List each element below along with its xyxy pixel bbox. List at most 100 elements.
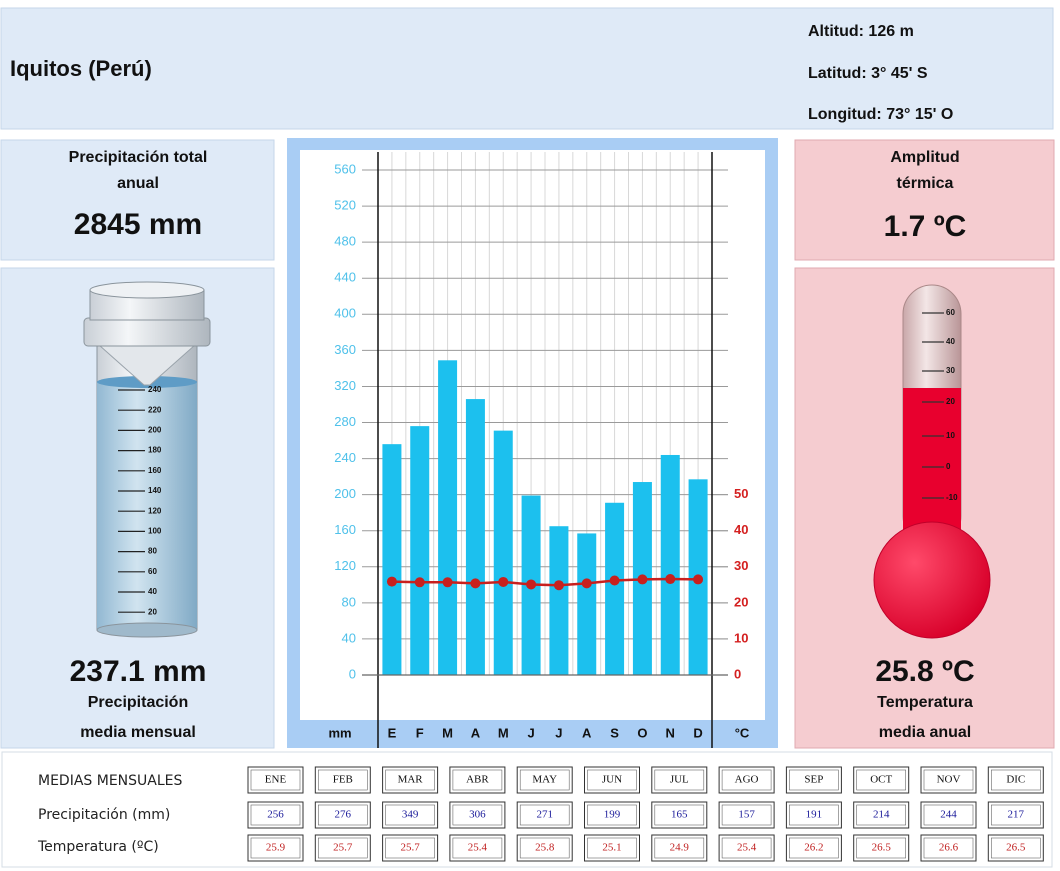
y2-tick-label: 50 <box>734 486 748 501</box>
bar <box>577 533 596 675</box>
rain-gauge <box>84 282 210 637</box>
gauge-tick-label: 120 <box>148 506 162 515</box>
bar <box>466 399 485 675</box>
y-tick-label: 120 <box>334 558 356 573</box>
y-tick-label: 280 <box>334 414 356 429</box>
x-tick-label: O <box>637 725 647 740</box>
y2-tick-label: 40 <box>734 522 748 537</box>
table-cell-text: 165 <box>671 809 688 821</box>
y-tick-label: 160 <box>334 522 356 537</box>
bar <box>549 526 568 675</box>
temperature-point <box>665 574 675 584</box>
table-cell-text: 26.5 <box>1006 842 1026 854</box>
y-tick-label: 80 <box>342 594 356 609</box>
thermometer-tick-label: 30 <box>946 366 955 375</box>
y2-tick-label: 0 <box>734 666 741 681</box>
panel-label: anual <box>117 175 159 192</box>
temperature-point <box>415 577 425 587</box>
table-cell-text: 214 <box>873 809 890 821</box>
altitude: Altitud: 126 m <box>808 23 914 40</box>
table-cell-text: 256 <box>267 809 284 821</box>
temperature-point <box>610 575 620 585</box>
panel-label: térmica <box>897 175 954 192</box>
x-tick-label: M <box>442 725 453 740</box>
gauge-tick-label: 160 <box>148 466 162 475</box>
x-tick-label: J <box>555 725 562 740</box>
table-cell-text: 217 <box>1008 809 1025 821</box>
temperature-point <box>498 577 508 587</box>
gauge-tick-label: 100 <box>148 527 162 536</box>
table-cell-text: JUL <box>670 774 689 786</box>
y-tick-label: 400 <box>334 306 356 321</box>
y2-tick-label: 20 <box>734 594 748 609</box>
table-cell-text: 25.9 <box>266 842 286 854</box>
y-tick-label: 0 <box>349 666 356 681</box>
temperature-point <box>387 577 397 587</box>
table-cell-text: 349 <box>402 809 419 821</box>
panel-value: 2845 mm <box>74 208 202 241</box>
table-cell-text: SEP <box>804 774 823 786</box>
x-tick-label: A <box>471 725 481 740</box>
panel-label: media anual <box>879 724 971 741</box>
y-tick-label: 40 <box>342 630 356 645</box>
y2-tick-label: 30 <box>734 558 748 573</box>
gauge-tick-label: 40 <box>148 587 157 596</box>
x-tick-label: S <box>610 725 619 740</box>
y-tick-label: 560 <box>334 161 356 176</box>
table-cell-text: DIC <box>1006 774 1025 786</box>
thermometer-tick-label: 10 <box>946 431 955 440</box>
table-cell-text: NOV <box>937 774 961 786</box>
x-tick-label: E <box>388 725 397 740</box>
table-row-label: Temperatura (ºC) <box>37 839 159 855</box>
table-cell-text: 157 <box>738 809 755 821</box>
y-tick-label: 520 <box>334 198 356 213</box>
panel-value: 237.1 mm <box>70 655 207 688</box>
panel-label: Amplitud <box>890 149 959 166</box>
table-cell-text: 199 <box>604 809 621 821</box>
table-cell-text: 25.7 <box>333 842 353 854</box>
bar <box>382 444 401 675</box>
table-cell-text: 25.4 <box>468 842 488 854</box>
temperature-point <box>443 577 453 587</box>
y-tick-label: 320 <box>334 378 356 393</box>
table-cell-text: ABR <box>466 774 489 786</box>
panel-value: 25.8 ºC <box>875 655 974 688</box>
bar <box>410 426 429 675</box>
table-cell-text: 25.7 <box>400 842 420 854</box>
y-tick-label: 440 <box>334 270 356 285</box>
table-cell-text: FEB <box>333 774 353 786</box>
y2-tick-label: 10 <box>734 630 748 645</box>
table-cell-text: 26.2 <box>804 842 823 854</box>
panel-label: Precipitación total <box>69 149 208 166</box>
table-cell-text: MAY <box>532 774 557 786</box>
temperature-point <box>470 578 480 588</box>
table-cell-text: 25.1 <box>602 842 621 854</box>
thermometer-tick-label: 60 <box>946 308 955 317</box>
y-axis-unit: mm <box>328 725 351 740</box>
x-tick-label: A <box>582 725 592 740</box>
table-row-label: Precipitación (mm) <box>38 807 170 823</box>
title: Iquitos (Perú) <box>10 56 152 81</box>
table-cell-text: ENE <box>265 774 287 786</box>
temperature-point <box>554 580 564 590</box>
gauge-tick-label: 20 <box>148 607 157 616</box>
temperature-point <box>526 579 536 589</box>
x-tick-label: N <box>666 725 675 740</box>
page: { "header": {"title": "Iquitos (Perú)", … <box>0 0 1060 871</box>
gauge-tick-label: 180 <box>148 446 162 455</box>
panel-label: Precipitación <box>88 694 188 711</box>
table-title: MEDIAS MENSUALES <box>38 773 183 789</box>
table-cell-text: 191 <box>806 809 823 821</box>
table-cell-text: JUN <box>602 774 622 786</box>
panel-label: media mensual <box>80 724 196 741</box>
gauge-tick-label: 60 <box>148 567 157 576</box>
table-cell-text: 26.6 <box>939 842 959 854</box>
x-tick-label: J <box>527 725 534 740</box>
temperature-point <box>637 574 647 584</box>
bar <box>494 431 513 675</box>
y-tick-label: 200 <box>334 486 356 501</box>
gauge-tick-label: 220 <box>148 405 162 414</box>
table-cell-text: 25.4 <box>737 842 757 854</box>
bar <box>605 503 624 675</box>
y2-axis-unit: °C <box>735 725 750 740</box>
